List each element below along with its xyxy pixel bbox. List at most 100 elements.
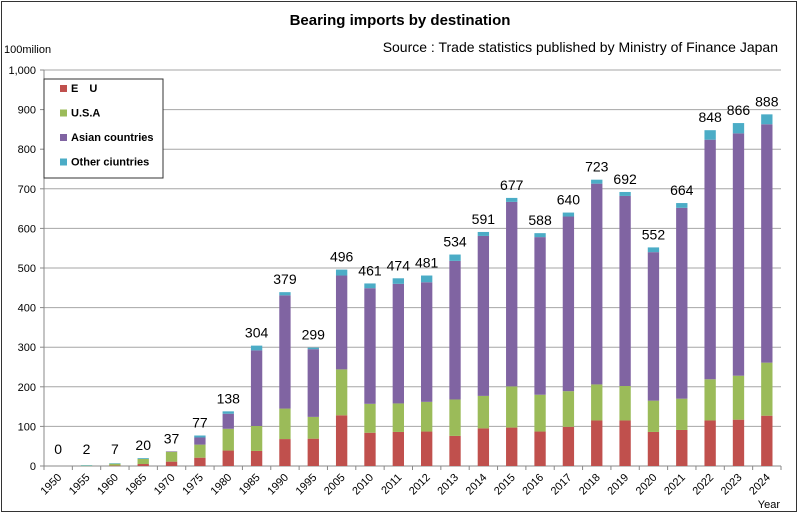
bar-segment <box>222 428 234 451</box>
bar-segment <box>137 464 149 466</box>
total-label: 552 <box>642 226 666 242</box>
x-tick-label: 2012 <box>407 472 433 498</box>
x-tick-label: 2021 <box>662 472 688 498</box>
bar-segment <box>421 401 433 432</box>
chart-title: Bearing imports by destination <box>290 12 511 29</box>
total-label: 37 <box>164 430 180 446</box>
legend-swatch <box>60 109 67 117</box>
x-axis-ticks: 1950 1955 1960 1965 1970 1975 1980 1985 1990 1995… <box>38 466 782 498</box>
bar-segment <box>109 463 121 466</box>
total-label: 474 <box>387 257 411 273</box>
bar-segment <box>477 395 490 429</box>
bar-segment <box>194 437 206 445</box>
y-tick-label: 900 <box>18 105 36 117</box>
bar-segment <box>506 386 518 428</box>
legend-label: Asian countries <box>71 132 154 144</box>
legend-swatch <box>60 158 67 166</box>
x-tick-label: 1960 <box>95 472 121 498</box>
bar-segment <box>392 403 404 432</box>
x-tick-label: 2018 <box>577 472 603 498</box>
bar-segment <box>619 191 631 196</box>
x-tick-label: 1995 <box>294 472 320 498</box>
bar-segment <box>421 282 433 402</box>
bar-segment <box>364 403 376 433</box>
x-tick-label: 1985 <box>237 472 263 498</box>
bar-segment <box>647 247 660 253</box>
bar-segment <box>250 450 263 466</box>
total-label: 481 <box>415 255 439 271</box>
x-tick-label: 1975 <box>180 472 206 498</box>
y-tick-label: 700 <box>18 184 36 196</box>
total-label: 20 <box>135 437 151 453</box>
total-label: 677 <box>500 177 524 193</box>
x-tick-label: 1955 <box>67 472 93 498</box>
legend-label: U.S.A <box>71 108 100 120</box>
bar-segment <box>449 399 461 436</box>
bar-segment <box>506 197 518 202</box>
total-label: 138 <box>217 390 241 406</box>
bar-segment <box>534 237 546 395</box>
x-tick-label: 1965 <box>124 472 150 498</box>
bar-segment <box>704 420 716 466</box>
bar-segment <box>279 408 291 440</box>
x-tick-label: 2023 <box>719 472 745 498</box>
bar-segment <box>761 124 773 363</box>
x-tick-label: 2005 <box>322 472 348 498</box>
bar-segment <box>335 369 348 416</box>
x-tick-label: 1980 <box>209 472 235 498</box>
x-tick-label: 2011 <box>379 472 404 497</box>
bar-segment <box>279 292 291 296</box>
total-label: 888 <box>755 93 779 109</box>
bar-segment <box>194 444 206 458</box>
bar-segment <box>335 269 348 276</box>
bar-segment <box>307 438 319 466</box>
bar-segment <box>704 379 716 421</box>
bar-segment <box>279 295 291 409</box>
bar-segment <box>591 179 603 184</box>
bar-segment <box>534 394 546 432</box>
total-label: 848 <box>698 109 722 125</box>
bar-segment <box>307 416 319 439</box>
y-axis-label: 100milion <box>4 44 51 56</box>
x-tick-label: 2016 <box>520 472 546 498</box>
bar-segment <box>165 451 178 462</box>
bar-segment <box>647 252 660 401</box>
bar-segment <box>477 231 490 236</box>
x-tick-label: 2019 <box>605 472 631 498</box>
bar-segment <box>307 347 319 350</box>
bar-segment <box>562 391 575 427</box>
bar-segment <box>619 195 631 387</box>
x-tick-label: 1970 <box>152 472 178 498</box>
legend: E U U.S.A Asian countries Other ciuntries <box>43 78 164 179</box>
bar-segment <box>449 254 461 261</box>
x-tick-label: 2015 <box>492 472 518 498</box>
legend-swatch <box>60 85 67 92</box>
total-label: 866 <box>727 102 751 118</box>
total-label: 0 <box>54 441 62 457</box>
bar-segment <box>137 458 149 465</box>
bar-segment <box>421 275 433 283</box>
bar-segment <box>676 429 688 466</box>
bar-segment <box>732 419 745 466</box>
bar-segment <box>335 275 348 370</box>
total-label: 723 <box>585 159 609 175</box>
x-tick-label: 2010 <box>350 472 376 498</box>
legend-swatch <box>60 134 67 141</box>
y-tick-label: 800 <box>18 144 36 156</box>
legend-label: E U <box>71 83 97 95</box>
bar-segment <box>279 439 291 466</box>
bar-segment <box>194 457 206 466</box>
bar-segment <box>449 435 461 466</box>
bar-segment <box>732 375 745 420</box>
bar-segment <box>222 411 234 414</box>
y-tick-label: 200 <box>18 382 36 394</box>
bar-segment <box>364 283 376 289</box>
bar-segment <box>591 420 603 466</box>
bar-segment <box>591 384 603 421</box>
total-label: 77 <box>192 415 208 431</box>
total-label: 7 <box>111 441 119 457</box>
bar-segment <box>335 415 348 466</box>
total-label: 496 <box>330 249 354 265</box>
